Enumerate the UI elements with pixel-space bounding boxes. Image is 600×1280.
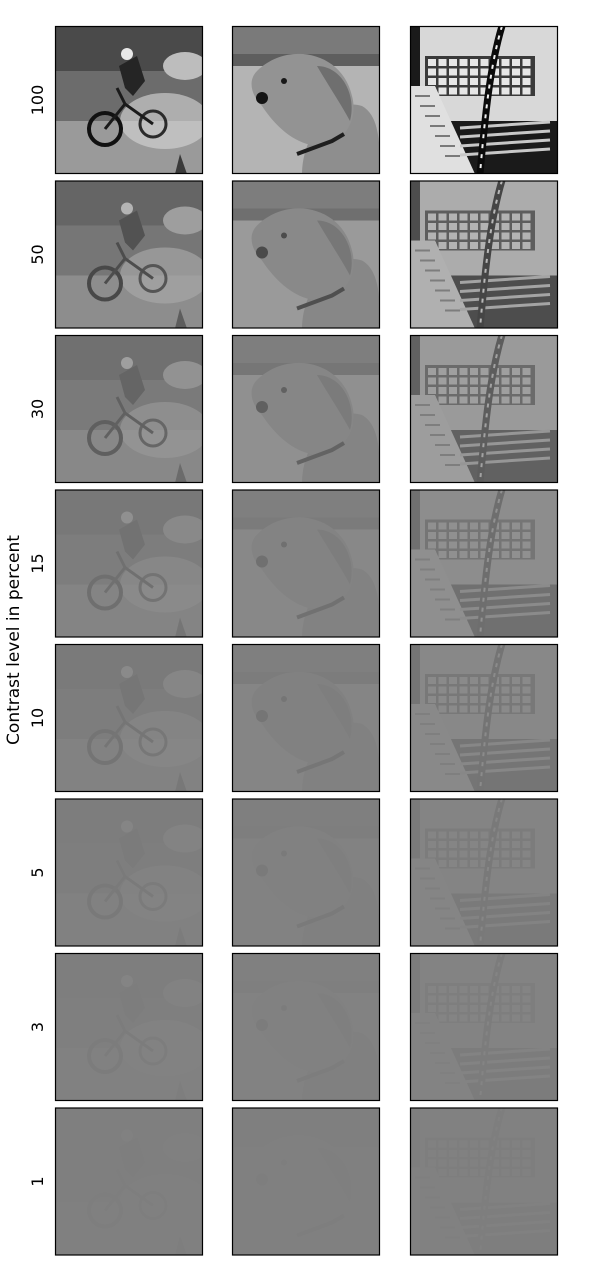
image-cell-typewriter-feather-1 bbox=[410, 1108, 558, 1256]
row-label-5: 5 bbox=[28, 867, 47, 877]
image-cell-dog-1 bbox=[232, 1108, 380, 1256]
image-cell-bicycle-rider-1 bbox=[55, 1108, 210, 1256]
image-cell-typewriter-feather-50 bbox=[410, 181, 558, 329]
row-label-10: 10 bbox=[28, 708, 47, 728]
image-cell-typewriter-feather-15 bbox=[410, 490, 558, 638]
row-label-1: 1 bbox=[28, 1176, 47, 1186]
image-cell-typewriter-feather-5 bbox=[410, 799, 558, 947]
image-cell-bicycle-rider-30 bbox=[55, 335, 210, 483]
image-cell-bicycle-rider-3 bbox=[55, 953, 210, 1101]
y-axis-label: Contrast level in percent bbox=[4, 535, 24, 745]
image-cell-bicycle-rider-15 bbox=[55, 490, 210, 638]
image-cell-typewriter-feather-3 bbox=[410, 953, 558, 1101]
row-label-15: 15 bbox=[28, 553, 47, 573]
image-grid: 100 50 30 15 10 5 3 1 bbox=[28, 26, 558, 1256]
image-cell-dog-15 bbox=[232, 490, 380, 638]
image-cell-dog-10 bbox=[232, 644, 380, 792]
image-cell-typewriter-feather-10 bbox=[410, 644, 558, 792]
row-label-50: 50 bbox=[28, 244, 47, 264]
image-cell-dog-3 bbox=[232, 953, 380, 1101]
image-cell-typewriter-feather-100 bbox=[410, 26, 558, 174]
image-cell-dog-50 bbox=[232, 181, 380, 329]
image-cell-dog-5 bbox=[232, 799, 380, 947]
row-label-30: 30 bbox=[28, 399, 47, 419]
image-cell-bicycle-rider-50 bbox=[55, 181, 210, 329]
image-cell-dog-30 bbox=[232, 335, 380, 483]
image-cell-typewriter-feather-30 bbox=[410, 335, 558, 483]
image-cell-bicycle-rider-5 bbox=[55, 799, 210, 947]
row-label-3: 3 bbox=[28, 1022, 47, 1032]
image-cell-bicycle-rider-10 bbox=[55, 644, 210, 792]
row-label-100: 100 bbox=[28, 85, 47, 116]
image-cell-dog-100 bbox=[232, 26, 380, 174]
image-cell-bicycle-rider-100 bbox=[55, 26, 210, 174]
